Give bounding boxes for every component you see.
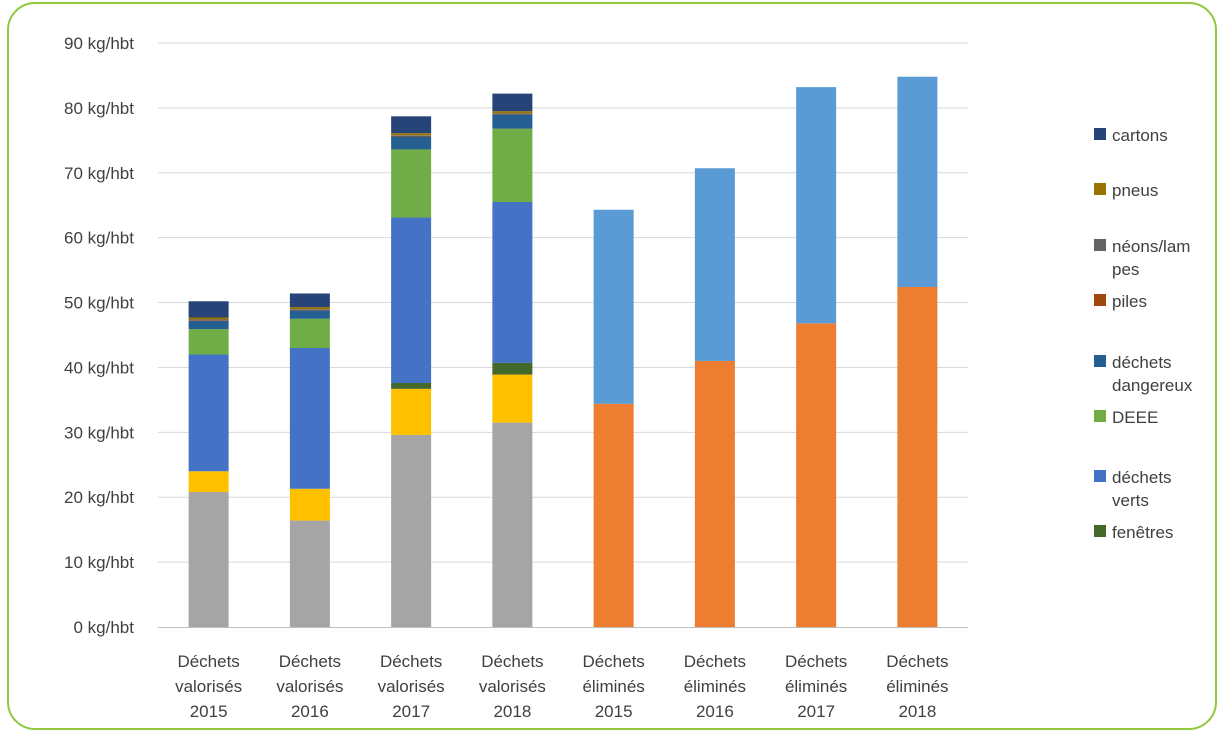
bar-segment [391, 388, 432, 435]
legend-label: pneus [1112, 181, 1158, 200]
bar-segment [289, 309, 330, 310]
y-tick-label: 0 kg/hbt [74, 618, 135, 637]
legend-label: fenêtres [1112, 523, 1173, 542]
legend-swatch [1094, 470, 1106, 482]
bar-segment [492, 93, 533, 112]
legend-swatch [1094, 239, 1106, 251]
bar-segment [492, 111, 533, 114]
legend-swatch [1094, 128, 1106, 140]
bar-segment [391, 434, 432, 627]
y-tick-label: 60 kg/hbt [64, 229, 134, 248]
bar-segment [391, 149, 432, 218]
legend-label: piles [1112, 292, 1147, 311]
bar-segment [391, 116, 432, 134]
legend-label: cartons [1112, 126, 1168, 145]
legend-label: déchets verts [1112, 468, 1172, 510]
bar-segment [492, 362, 533, 375]
bar-segment [289, 309, 330, 311]
bar-segment [391, 217, 432, 384]
x-category-label: Déchets éliminés 2016 [684, 652, 746, 721]
bar-segment [492, 128, 533, 202]
x-category-label: Déchets valorisés 2016 [276, 652, 343, 721]
bar-segment [391, 136, 432, 150]
bar-segment [694, 360, 735, 627]
y-tick-label: 40 kg/hbt [64, 358, 134, 377]
bar-segment [188, 319, 229, 321]
bar-segment [188, 320, 229, 321]
y-tick-label: 90 kg/hbt [64, 34, 134, 53]
bar-segment [897, 76, 938, 287]
bar-segment [492, 422, 533, 627]
bar-segment [796, 323, 837, 627]
bar-segment [188, 354, 229, 472]
legend-label: déchets dangereux [1112, 353, 1193, 395]
x-category-label: Déchets éliminés 2017 [785, 652, 847, 721]
bar-segment [188, 492, 229, 627]
y-tick-label: 50 kg/hbt [64, 294, 134, 313]
bar-segment [289, 347, 330, 489]
bar-segment [289, 293, 330, 308]
bar-segment [391, 135, 432, 137]
bar-segment [391, 135, 432, 136]
bar-segment [796, 87, 837, 324]
legend: cartons pneus néons/lam pes piles déchets dang… [1094, 126, 1193, 542]
bar-segment [188, 471, 229, 493]
bar-segment [289, 488, 330, 521]
y-axis-tick-labels: 0 kg/hbt 10 kg/hbt 20 kg/hbt 30 kg/hbt 40 kg… [64, 34, 134, 637]
bar-segment [289, 318, 330, 348]
bar-segment [593, 403, 634, 627]
x-category-label: Déchets éliminés 2015 [582, 652, 644, 721]
bar-segment [694, 168, 735, 361]
y-tick-label: 80 kg/hbt [64, 99, 134, 118]
bar-segment [289, 307, 330, 310]
bars [188, 76, 938, 627]
bar-segment [188, 329, 229, 355]
legend-swatch [1094, 183, 1106, 195]
x-axis-category-labels: Déchets valorisés 2015 Déchets valorisés 2016… [175, 652, 948, 721]
legend-swatch [1094, 294, 1106, 306]
bar-segment [492, 114, 533, 129]
bar-segment [492, 113, 533, 114]
x-category-label: Déchets valorisés 2018 [479, 652, 546, 721]
bar-segment [593, 209, 634, 404]
bar-segment [391, 383, 432, 389]
gridlines [158, 42, 968, 563]
bar-segment [492, 374, 533, 423]
bar-segment [188, 320, 229, 330]
bar-segment [391, 133, 432, 136]
y-tick-label: 20 kg/hbt [64, 488, 134, 507]
legend-swatch [1094, 410, 1106, 422]
bar-segment [289, 310, 330, 319]
legend-swatch [1094, 355, 1106, 367]
y-tick-label: 30 kg/hbt [64, 423, 134, 442]
x-category-label: Déchets valorisés 2015 [175, 652, 242, 721]
y-tick-label: 10 kg/hbt [64, 553, 134, 572]
y-tick-label: 70 kg/hbt [64, 164, 134, 183]
bar-segment [897, 286, 938, 627]
bar-segment [188, 301, 229, 318]
bar-segment [492, 201, 533, 363]
legend-label: DEEE [1112, 408, 1158, 427]
legend-swatch [1094, 525, 1106, 537]
legend-label: néons/lam pes [1112, 237, 1190, 279]
bar-segment [188, 317, 229, 320]
bar-segment [289, 520, 330, 627]
bar-segment [492, 113, 533, 115]
x-category-label: Déchets valorisés 2017 [378, 652, 445, 721]
x-category-label: Déchets éliminés 2018 [886, 652, 948, 721]
